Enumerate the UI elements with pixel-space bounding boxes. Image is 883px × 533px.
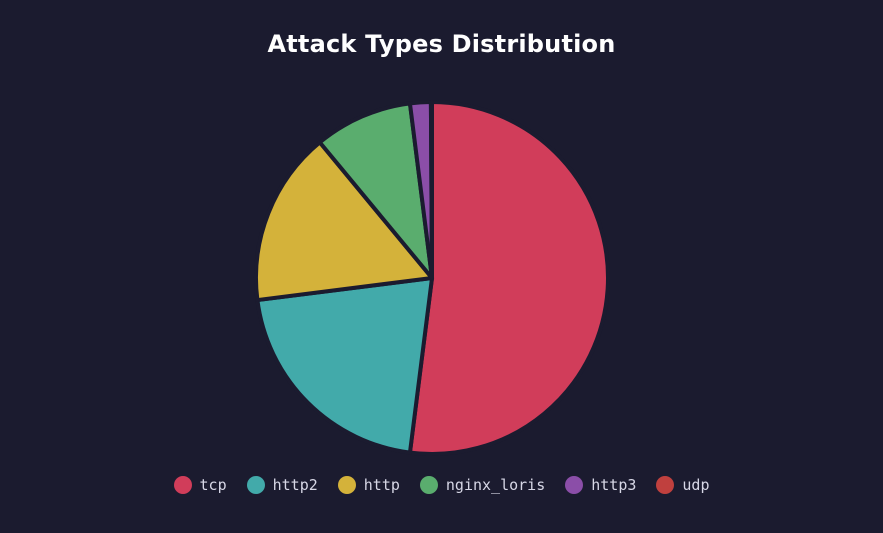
legend-item-udp[interactable]: udp (656, 476, 709, 494)
legend-swatch (337, 476, 356, 494)
legend-swatch (565, 476, 584, 494)
legend-label: http3 (591, 476, 637, 494)
legend-swatch (246, 476, 265, 494)
pie-slice-udp[interactable] (428, 99, 434, 280)
legend-swatch (656, 476, 675, 494)
legend-item-tcp[interactable]: tcp (173, 476, 227, 494)
legend-label: http2 (272, 476, 318, 494)
legend-label: tcp (199, 476, 227, 494)
legend-item-http3[interactable]: http3 (565, 476, 636, 494)
pie-slice-http[interactable] (254, 140, 434, 303)
pie-slice-tcp[interactable] (407, 100, 610, 456)
chart-legend: tcp http2 http nginx_loris http3 udp (0, 476, 883, 494)
legend-item-http2[interactable]: http2 (246, 476, 318, 494)
legend-item-http[interactable]: http (337, 476, 400, 494)
legend-label: http (363, 476, 400, 494)
pie-slice-nginx-loris[interactable] (317, 101, 434, 280)
legend-swatch (419, 476, 438, 494)
legend-item-nginx-loris[interactable]: nginx_loris (419, 476, 546, 494)
pie-slice-http2[interactable] (255, 276, 434, 455)
legend-label: udp (682, 476, 710, 494)
legend-swatch (173, 476, 192, 494)
chart-title: Attack Types Distribution (267, 30, 616, 58)
legend-label: nginx_loris (445, 476, 546, 494)
